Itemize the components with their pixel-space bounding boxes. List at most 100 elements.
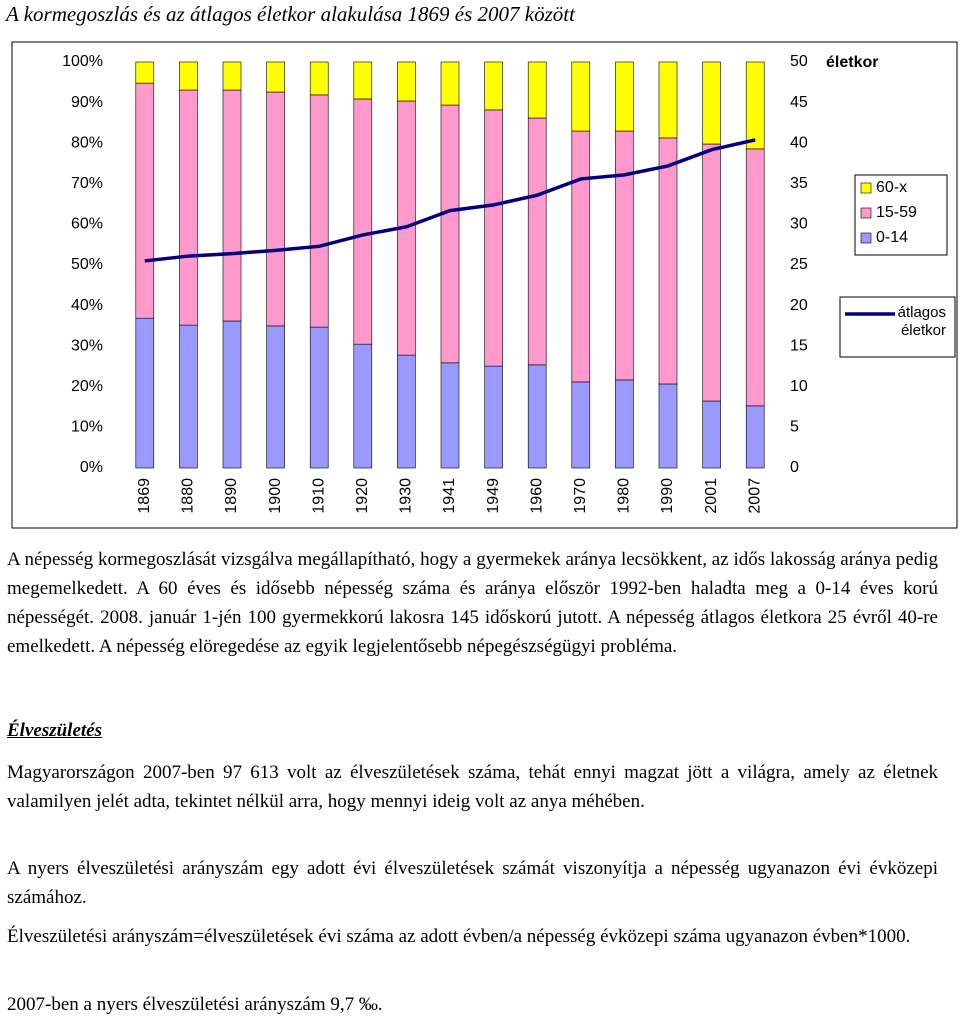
legend-box <box>839 296 956 358</box>
y-tick-label: 20% <box>71 378 103 395</box>
bar-segment <box>702 143 721 402</box>
bar-segment <box>440 362 460 469</box>
bar-segment <box>745 148 765 407</box>
paragraph: Élveszületési arányszám=élveszületések é… <box>7 926 911 947</box>
legend-label: átlagos életkor <box>897 304 946 339</box>
bar-segment <box>353 61 373 100</box>
legend-label: 60-x <box>876 179 907 196</box>
x-tick-label: 1910 <box>310 478 327 514</box>
line <box>144 138 756 263</box>
bar-segment <box>484 365 503 469</box>
bar-segment <box>222 320 242 469</box>
y-tick-label: 70% <box>71 175 103 192</box>
bar-segment <box>527 117 547 366</box>
bar-segment <box>353 343 373 469</box>
x-tick-label: 1949 <box>485 478 502 514</box>
y-tick-label: 90% <box>71 94 103 111</box>
y2-tick-label: 30 <box>790 216 808 233</box>
y2-axis-label: életkor <box>826 54 878 71</box>
bar-segment <box>658 61 678 139</box>
bar-segment <box>179 61 198 91</box>
bar-segment <box>571 381 591 469</box>
bar-segment <box>745 405 765 469</box>
x-tick-label: 1980 <box>616 478 633 514</box>
chart-frame <box>11 41 958 529</box>
y2-tick-label: 10 <box>790 378 808 395</box>
y2-tick-label: 35 <box>790 175 808 192</box>
bar-segment <box>179 89 198 326</box>
bar-segment <box>484 61 503 111</box>
bar-segment <box>266 325 285 469</box>
bar-segment <box>658 383 678 469</box>
section-heading: Élveszületés <box>7 720 102 741</box>
bar-segment <box>745 61 765 150</box>
bar-segment <box>266 91 285 327</box>
x-tick-label: 1970 <box>572 478 589 514</box>
bar-segment <box>179 324 198 469</box>
y-tick-label: 80% <box>71 134 103 151</box>
paragraph: Magyarországon 2007-ben 97 613 volt az é… <box>7 762 938 812</box>
bar-segment <box>571 130 591 383</box>
x-tick-label: 1930 <box>398 478 415 514</box>
x-tick-label: 1960 <box>528 478 545 514</box>
y2-tick-label: 40 <box>790 134 808 151</box>
y-tick-label: 0% <box>80 459 103 476</box>
x-tick-label: 1941 <box>441 478 458 514</box>
legend-swatch <box>860 207 872 219</box>
bar-segment <box>527 61 547 119</box>
y2-tick-label: 50 <box>790 53 808 70</box>
x-tick-label: 1920 <box>354 478 371 514</box>
bar-segment <box>527 364 547 469</box>
x-tick-label: 1880 <box>180 478 197 514</box>
paragraph: A nyers élveszületési arányszám egy adot… <box>7 858 938 908</box>
bar-segment <box>440 104 460 364</box>
y-tick-label: 30% <box>71 337 103 354</box>
bar-segment <box>484 109 503 367</box>
bar-segment <box>135 317 155 469</box>
bar-segment <box>309 326 329 469</box>
x-tick-label: 2001 <box>703 478 720 514</box>
chart-title: A kormegoszlás és az átlagos életkor ala… <box>6 2 575 26</box>
y2-tick-label: 20 <box>790 297 808 314</box>
x-tick-label: 2007 <box>746 478 763 514</box>
y-tick-label: 100% <box>62 53 103 70</box>
paragraph: A népesség kormegoszlását vizsgálva megá… <box>7 549 938 657</box>
bar-segment <box>440 61 460 106</box>
bar-segment <box>397 61 416 102</box>
bar-segment <box>397 354 416 469</box>
bar-segment <box>353 98 373 345</box>
bar-segment <box>571 61 591 132</box>
bar-segment <box>135 61 155 84</box>
legend-label: 15-59 <box>876 204 917 221</box>
bar-segment <box>222 61 242 91</box>
bar-segment <box>135 82 155 319</box>
legend-swatch <box>860 182 872 194</box>
x-tick-label: 1890 <box>223 478 240 514</box>
y2-tick-label: 25 <box>790 256 808 273</box>
y2-tick-label: 5 <box>790 419 799 436</box>
legend-swatch <box>860 232 872 244</box>
x-tick-label: 1869 <box>136 478 153 514</box>
y2-tick-label: 45 <box>790 94 808 111</box>
x-tick-label: 1900 <box>267 478 284 514</box>
bar-segment <box>309 61 329 96</box>
y-tick-label: 50% <box>71 256 103 273</box>
bar-segment <box>615 61 634 132</box>
chart: életkor 0%10%20%30%40%50%60%70%80%90%100… <box>11 41 958 529</box>
bar-segment <box>702 61 721 145</box>
bar-segment <box>702 400 721 469</box>
y2-tick-label: 0 <box>790 459 799 476</box>
paragraph: 2007-ben a nyers élveszületési arányszám… <box>7 994 383 1015</box>
bar-segment <box>309 94 329 328</box>
y2-tick-label: 15 <box>790 337 808 354</box>
bar-segment <box>658 137 678 385</box>
bar-segment <box>266 61 285 93</box>
y-tick-label: 40% <box>71 297 103 314</box>
legend-label: 0-14 <box>876 229 908 246</box>
bar-segment <box>615 130 634 381</box>
y-tick-label: 10% <box>71 419 103 436</box>
bar-segment <box>615 379 634 469</box>
x-tick-label: 1990 <box>659 478 676 514</box>
bar-segment <box>222 89 242 322</box>
